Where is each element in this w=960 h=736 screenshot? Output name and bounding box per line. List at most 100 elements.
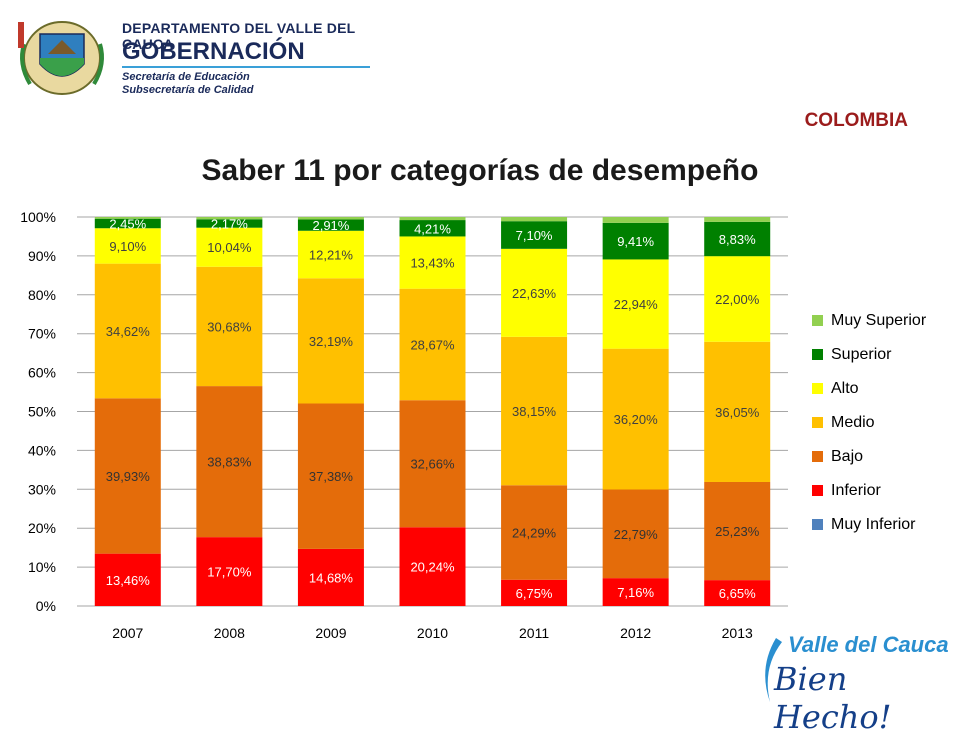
y-tick-label: 40% — [28, 442, 56, 458]
bar-segment — [704, 221, 771, 257]
bar-data-label: 2,17% — [211, 216, 248, 231]
legend-swatch — [812, 315, 823, 326]
bar-segment — [501, 248, 568, 337]
bar-segment — [94, 218, 161, 229]
bar-segment — [399, 220, 466, 237]
legend-label: Alto — [831, 380, 859, 397]
bar-data-label: 38,15% — [512, 404, 557, 419]
bar-data-label: 6,75% — [516, 586, 553, 601]
bar-segment — [704, 256, 771, 342]
header-logo-block: DEPARTAMENTO DEL VALLE DEL CAUCA GOBERNA… — [14, 14, 374, 104]
chart-title: Saber 11 por categorías de desempeño — [201, 154, 759, 187]
bar-segment — [704, 341, 771, 482]
bar-data-label: 24,29% — [512, 525, 557, 540]
bar-segment — [501, 221, 568, 249]
y-tick-label: 80% — [28, 287, 56, 303]
bar-segment — [297, 217, 364, 220]
bar-segment — [196, 227, 263, 267]
bar-data-label: 25,23% — [715, 524, 760, 539]
bar-data-label: 13,43% — [410, 256, 455, 271]
bar-segment — [297, 278, 364, 404]
y-tick-label: 70% — [28, 326, 56, 342]
legend-label: Muy Inferior — [831, 516, 916, 533]
legend-label: Medio — [831, 414, 875, 431]
x-tick-label: 2012 — [620, 625, 651, 641]
legend-swatch — [812, 519, 823, 530]
bar-segment — [704, 580, 771, 606]
bar-data-label: 30,68% — [207, 319, 252, 334]
bar-segment — [196, 219, 263, 228]
bar-segment — [399, 236, 466, 289]
bar-segment — [501, 336, 568, 486]
legend-swatch — [812, 417, 823, 428]
bar-data-label: 7,16% — [617, 585, 654, 600]
bar-data-label: 2,91% — [312, 218, 349, 233]
bar-data-label: 39,93% — [106, 469, 151, 484]
bar-segment — [602, 259, 669, 349]
legend-label: Bajo — [831, 448, 863, 465]
bar-data-label: 10,04% — [207, 240, 252, 255]
y-tick-label: 30% — [28, 481, 56, 497]
org-subsecretariat: Subsecretaría de Calidad — [122, 84, 254, 96]
bar-data-label: 12,21% — [309, 248, 354, 263]
brand-line1: Valle del Cauca — [788, 632, 949, 657]
coat-of-arms-icon — [18, 21, 104, 95]
bar-segment — [399, 527, 466, 606]
bar-segment — [196, 537, 263, 606]
bar-data-label: 9,41% — [617, 234, 654, 249]
bar-segment — [501, 485, 568, 580]
bar-segment — [196, 386, 263, 538]
bar-data-label: 22,94% — [614, 297, 659, 312]
legend-swatch — [812, 383, 823, 394]
bar-segment — [602, 578, 669, 606]
bar-segment — [196, 217, 263, 220]
stacked-bar-chart: 0% 10% 20% 30% 40% 50% 60% 70% 80% 90% 100% 13,46% 3… — [20, 209, 927, 641]
legend-label: Superior — [831, 346, 892, 363]
bar-segment — [602, 217, 669, 223]
bar-segment — [602, 348, 669, 490]
bar-data-label: 8,83% — [719, 232, 756, 247]
bar-segment — [196, 266, 263, 387]
y-tick-label: 60% — [28, 365, 56, 381]
bar-segment — [94, 228, 161, 264]
bar-data-label: 36,20% — [614, 412, 659, 427]
org-department-name: DEPARTAMENTO DEL VALLE DEL CAUCA — [122, 20, 356, 52]
legend-swatch — [812, 485, 823, 496]
bar-segment — [94, 217, 161, 219]
bar-data-label: 13,46% — [106, 573, 151, 588]
bar-data-label: 28,67% — [410, 337, 455, 352]
bar-data-label: 17,70% — [207, 565, 252, 580]
bar-segment — [297, 230, 364, 279]
bar-segment — [501, 579, 568, 606]
bar-segment — [297, 403, 364, 549]
legend-label: Muy Superior — [831, 312, 927, 329]
bar-data-label: 22,63% — [512, 286, 557, 301]
bar-data-label: 22,00% — [715, 292, 760, 307]
bar-segment — [297, 548, 364, 606]
bar-data-label: 14,68% — [309, 570, 354, 585]
bar-data-label: 2,45% — [109, 216, 146, 231]
x-tick-label: 2010 — [417, 625, 448, 641]
bar-segment — [704, 481, 771, 581]
brand-logo: Valle del Cauca Bien Hecho! — [752, 628, 952, 736]
y-tick-label: 100% — [20, 209, 56, 225]
bar-data-label: 32,66% — [410, 457, 455, 472]
bar-segment — [94, 263, 161, 399]
bar-segment — [94, 553, 161, 606]
brand-line2: Bien Hecho! — [774, 660, 892, 736]
y-tick-label: 20% — [28, 520, 56, 536]
y-tick-label: 10% — [28, 559, 56, 575]
legend-swatch — [812, 349, 823, 360]
bar-data-label: 4,21% — [414, 221, 451, 236]
y-tick-label: 0% — [36, 598, 56, 614]
bar-data-label: 32,19% — [309, 334, 354, 349]
x-tick-label: 2011 — [519, 625, 549, 641]
bar-data-label: 9,10% — [109, 239, 146, 254]
legend-label: Inferior — [831, 482, 881, 499]
bar-segment — [501, 217, 568, 222]
bar-data-label: 22,79% — [614, 527, 659, 542]
bar-data-label: 6,65% — [719, 586, 756, 601]
bar-segment — [704, 217, 771, 222]
legend-swatch — [812, 451, 823, 462]
bar-data-label: 38,83% — [207, 455, 252, 470]
